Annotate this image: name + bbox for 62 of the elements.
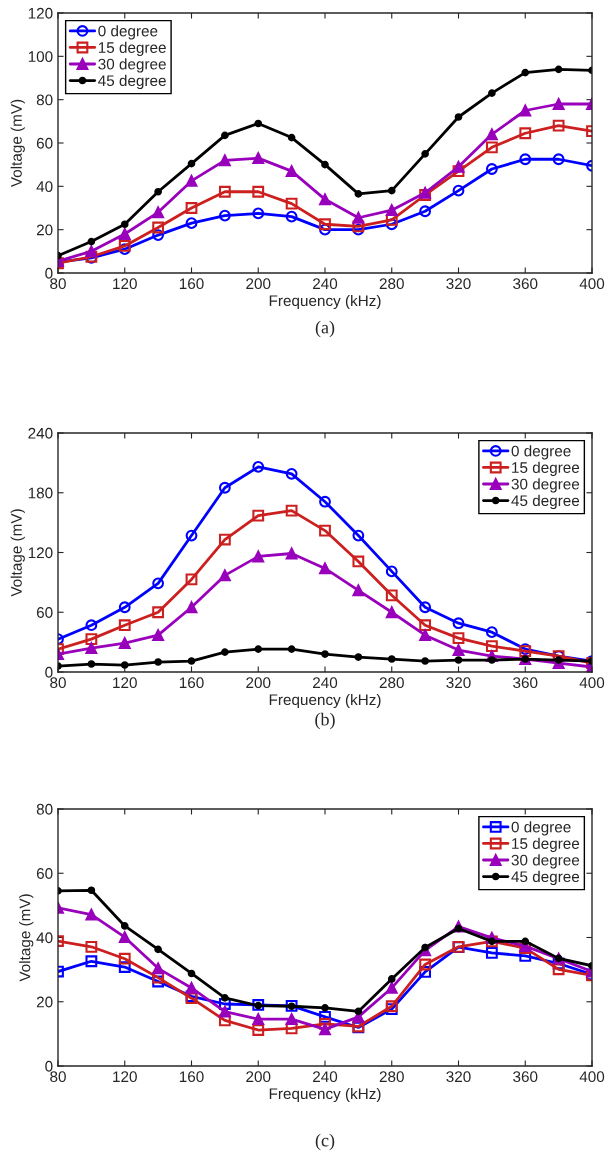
y-axis-title: Voltage (mV) [19,894,34,982]
legend-label: 30 degree [511,478,580,493]
y-tick-label: 60 [36,868,53,879]
legend-label: 15 degree [512,837,580,852]
y-tick-label: 60 [36,137,53,149]
x-axis-title: Frequency (kHz) [269,294,381,310]
legend-label: 0 degree [98,25,158,40]
x-tick-label: 240 [313,278,338,290]
x-tick-label: 240 [313,1071,338,1083]
x-tick-label: 120 [113,278,137,290]
x-tick-label: 360 [513,677,538,689]
legend-label: 15 degree [512,461,580,476]
x-tick-label: 200 [246,677,271,689]
legend-label: 30 degree [511,854,580,869]
text: (a) [315,320,335,338]
x-tick-label: 400 [579,1071,605,1083]
x-tick-label: 240 [313,677,338,689]
legend-label: 45 degree [511,870,580,886]
y-axis-title: Voltage (mV) [10,99,25,188]
x-tick-label: 120 [113,1071,137,1083]
legend-label: 45 degree [98,74,166,90]
y-tick-label: 40 [36,932,53,944]
x-tick-label: 320 [446,278,471,290]
legend-label: 0 degree [511,821,571,836]
x-tick-label: 200 [246,1071,271,1083]
y-tick-label: 0 [45,1060,53,1072]
y-tick-label: 20 [36,224,53,236]
y-tick-label: 120 [28,547,53,559]
x-axis-title: Frequency (kHz) [269,1087,381,1103]
y-tick-label: 120 [28,7,53,19]
x-tick-label: 120 [113,677,137,689]
y-tick-label: 100 [28,51,53,63]
legend-label: 0 degree [511,445,571,460]
legend-label: 45 degree [511,494,580,510]
x-tick-label: 280 [379,278,404,290]
x-tick-label: 320 [446,1071,471,1083]
legend-label: 30 degree [98,58,166,73]
y-tick-label: 40 [36,181,53,193]
x-tick-label: 200 [246,278,271,290]
x-tick-label: 400 [579,677,605,689]
y-tick-label: 0 [45,666,53,678]
x-tick-label: 360 [513,1071,538,1083]
legend-label: 15 degree [98,41,166,56]
x-tick-label: 160 [179,677,204,689]
y-tick-label: 60 [36,607,53,618]
y-tick-label: 240 [28,427,53,439]
x-tick-label: 400 [579,278,605,290]
x-axis-title: Frequency (kHz) [269,693,381,709]
text: (b) [315,712,335,730]
x-tick-label: 320 [446,677,471,689]
y-axis-title: Voltage (mV) [10,509,25,597]
y-tick-label: 80 [36,94,53,106]
x-tick-label: 280 [379,1071,404,1083]
x-tick-label: 160 [179,1071,204,1083]
y-tick-label: 80 [36,803,53,815]
y-tick-label: 20 [36,996,53,1008]
text: (c) [315,1133,335,1151]
x-tick-label: 160 [179,278,204,290]
x-tick-label: 360 [513,278,538,290]
y-tick-label: 180 [28,487,53,499]
x-tick-label: 280 [379,677,404,689]
y-tick-label: 0 [45,267,53,279]
